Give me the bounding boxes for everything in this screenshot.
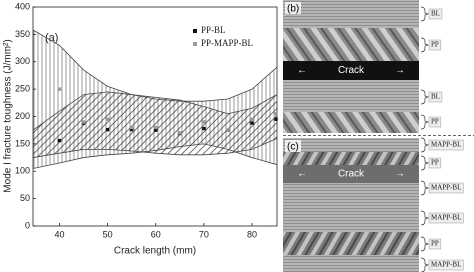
arrow: ← <box>297 169 307 180</box>
brace <box>420 180 430 196</box>
layer <box>283 28 419 61</box>
point <box>274 112 278 116</box>
layer <box>283 0 419 28</box>
point <box>250 121 254 125</box>
point <box>274 117 278 121</box>
layer <box>283 80 419 112</box>
panel-tag-bg <box>285 2 301 14</box>
point <box>226 128 230 132</box>
layer-label-box <box>428 39 442 51</box>
band-fill <box>33 91 277 158</box>
brace <box>420 210 430 226</box>
point <box>129 127 134 132</box>
layer <box>283 200 419 232</box>
brace <box>420 37 430 53</box>
point <box>154 125 158 130</box>
layer-label-box <box>428 157 442 169</box>
panel-tag-bg <box>285 140 301 152</box>
layer-label: PP <box>431 41 439 49</box>
layer <box>283 255 419 272</box>
x-tick-label: 80 <box>247 229 257 239</box>
y-tick-label: 400 <box>15 1 30 11</box>
layer-label: MAPP-BL <box>431 184 461 192</box>
brace <box>420 89 430 105</box>
legend-label: PP-BL <box>201 25 226 35</box>
crack <box>283 165 419 183</box>
layer-label-box <box>428 91 443 103</box>
y-tick-label: 100 <box>15 166 30 176</box>
brace <box>420 155 430 171</box>
point <box>57 138 62 143</box>
brace <box>420 137 430 153</box>
point <box>57 87 62 91</box>
arrow: ← <box>297 65 307 76</box>
point <box>202 120 206 124</box>
layer <box>283 232 419 255</box>
layer-label-box <box>428 212 464 224</box>
legend-swatch <box>193 42 197 46</box>
x-tick-label: 40 <box>54 229 64 239</box>
layer-label-box <box>428 116 442 128</box>
layer-label-box <box>428 139 464 151</box>
point <box>178 131 182 135</box>
layer-label: MAPP-BL <box>431 141 461 149</box>
layer <box>283 183 419 200</box>
layer-label: PP <box>431 240 439 248</box>
y-tick-label: 200 <box>15 111 30 121</box>
point <box>250 117 254 121</box>
layer-label-box <box>428 182 464 194</box>
band-upper <box>32 91 278 131</box>
arrow: → <box>395 65 405 76</box>
band-lower <box>32 138 278 158</box>
layer-label: PP <box>431 118 439 126</box>
y-tick-label: 300 <box>15 56 30 66</box>
x-tick-label: 70 <box>199 229 209 239</box>
legend-label: PP-MAPP-BL <box>201 38 253 48</box>
y-axis-title: Mode I fracture toughness (J/mm²) <box>3 39 14 192</box>
x-axis-title: Crack length (mm) <box>114 246 196 257</box>
y-tick-label: 0 <box>25 220 30 230</box>
point <box>154 128 158 132</box>
y-tick-label: 50 <box>20 193 30 203</box>
y-tick-label: 250 <box>15 84 30 94</box>
layer <box>283 152 419 165</box>
layer-label-box <box>428 8 443 20</box>
brace <box>420 236 430 252</box>
panel-label: (b) <box>287 4 299 15</box>
layer-label: BL <box>431 93 440 101</box>
point <box>81 120 86 124</box>
point <box>129 125 134 130</box>
brace <box>420 6 430 22</box>
legend-swatch <box>193 29 197 33</box>
layer-label-box <box>428 259 464 271</box>
brace <box>420 114 430 130</box>
panel-label: (c) <box>287 142 299 153</box>
crack-label: Crack <box>338 65 365 76</box>
x-tick-label: 50 <box>103 229 113 239</box>
y-tick-label: 350 <box>15 29 30 39</box>
layer-label: PP <box>431 159 439 167</box>
layer <box>283 138 419 152</box>
layer-label: MAPP-BL <box>431 214 461 222</box>
brace <box>420 257 430 272</box>
layer-label: BL <box>431 10 440 18</box>
point <box>202 126 206 131</box>
point <box>105 127 110 132</box>
layer-label: MAPP-BL <box>431 261 461 269</box>
layer <box>283 112 419 133</box>
layer-label-box <box>428 238 442 250</box>
y-tick-label: 150 <box>15 138 30 148</box>
arrow: → <box>395 169 405 180</box>
crack-label: Crack <box>338 169 365 180</box>
point <box>105 117 110 121</box>
x-tick-label: 60 <box>151 229 161 239</box>
crack <box>283 61 419 80</box>
